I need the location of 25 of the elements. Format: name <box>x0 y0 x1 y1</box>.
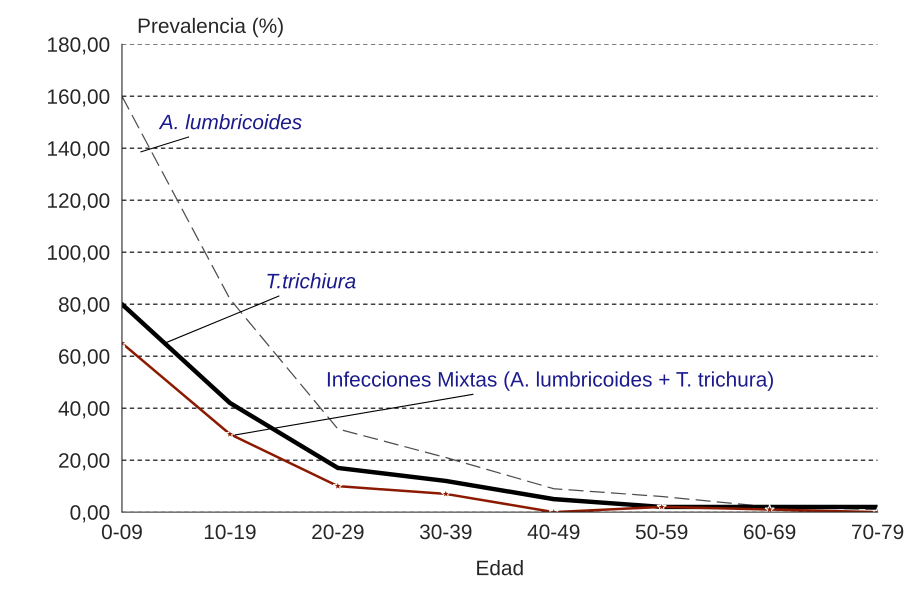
series-label: A. lumbricoides <box>158 114 302 130</box>
text: T.trichiura <box>267 273 356 288</box>
y-tick-label: 80,00 <box>58 297 110 314</box>
y-tick-label: 60,00 <box>59 349 110 366</box>
y-tick-label: 20,00 <box>59 453 110 470</box>
x-tick-label: 60-69 <box>744 524 796 540</box>
y-tick-label: 140,00 <box>48 141 110 158</box>
x-axis-title: Edad <box>477 560 523 576</box>
x-tick-label: 40-49 <box>528 524 580 540</box>
y-tick-label: 100,00 <box>48 245 110 262</box>
x-tick-label: 20-29 <box>312 524 364 540</box>
point <box>764 504 775 512</box>
y-tick-label: 0,00 <box>70 505 110 522</box>
x-tick-label: 0-09 <box>102 524 142 540</box>
y-tick-label: 40,00 <box>58 401 110 418</box>
y-tick-label: 160,00 <box>48 89 110 106</box>
x-tick-label: 50-59 <box>636 524 688 540</box>
x-tick-label: 70-79 <box>852 524 904 540</box>
line-series <box>122 96 878 510</box>
y-tick-label: 120,00 <box>48 193 110 210</box>
y-axis-title: Prevalencia (%) <box>138 18 283 38</box>
x-tick-label: 10-19 <box>204 524 256 540</box>
text: Infecciones Mixtas (A. lumbricoides + T. trichura) <box>328 371 773 391</box>
y-tick-label: 180,00 <box>48 37 110 54</box>
x-tick-label: 30-39 <box>420 524 472 540</box>
